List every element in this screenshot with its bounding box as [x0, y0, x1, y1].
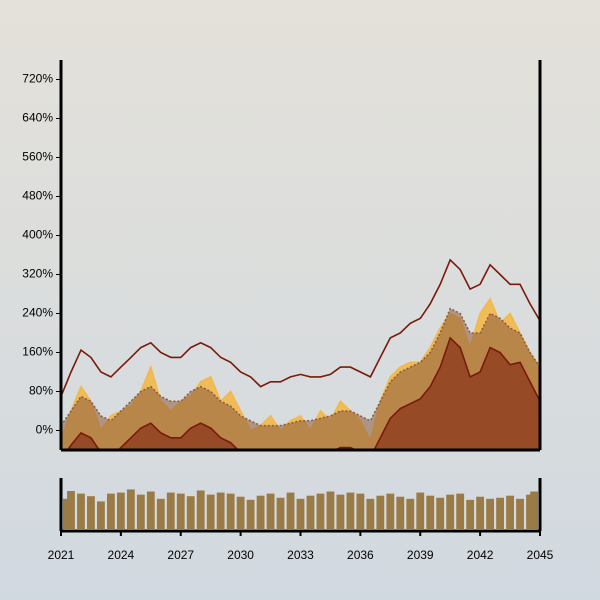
- volume-bar: [356, 493, 365, 530]
- volume-bar: [226, 493, 235, 530]
- volume-bar: [486, 498, 495, 530]
- volume-bar: [466, 499, 475, 530]
- volume-bar: [186, 496, 195, 530]
- x-tick-label: 2042: [467, 548, 494, 562]
- x-tick-label: 2036: [347, 548, 374, 562]
- x-tick-label: 2027: [167, 548, 194, 562]
- y-tick-label: 160%: [22, 345, 53, 359]
- x-tick-label: 2030: [227, 548, 254, 562]
- series-area: [61, 337, 540, 450]
- volume-bar: [136, 494, 145, 530]
- x-tick-label: 2024: [108, 548, 135, 562]
- volume-bar: [146, 491, 155, 530]
- y-tick-label: 0%: [36, 423, 54, 437]
- volume-bar: [296, 498, 305, 530]
- volume-bar: [346, 492, 355, 530]
- volume-bar: [426, 495, 435, 530]
- y-tick-label: 400%: [22, 228, 53, 242]
- volume-bar: [326, 491, 335, 530]
- volume-bar: [366, 498, 375, 530]
- volume-bar: [196, 490, 205, 530]
- volume-bar: [246, 499, 255, 530]
- axes: [59, 60, 542, 533]
- volume-bar: [216, 492, 225, 530]
- volume-bar: [97, 501, 105, 530]
- y-tick-label: 640%: [22, 111, 53, 125]
- y-tick-label: 80%: [29, 384, 53, 398]
- volume-bar: [63, 498, 71, 530]
- volume-bar: [336, 494, 345, 530]
- volume-bar: [416, 492, 425, 530]
- volume-bar: [376, 495, 385, 530]
- volume-bar: [436, 497, 445, 530]
- volume-bar: [386, 493, 395, 530]
- volume-bar: [530, 491, 538, 530]
- volume-bar: [516, 498, 524, 530]
- x-tick-label: 2033: [287, 548, 314, 562]
- volume-bar: [446, 494, 455, 530]
- volume-bar: [476, 496, 485, 530]
- volume-bar: [266, 493, 275, 530]
- volume-bar: [87, 496, 95, 530]
- volume-bar: [126, 489, 135, 530]
- volume-bar: [77, 493, 85, 530]
- volume-bar: [106, 493, 115, 530]
- y-tick-label: 720%: [22, 72, 53, 86]
- series-line: [66, 336, 540, 450]
- series-line: [61, 258, 540, 397]
- y-tick-label: 320%: [22, 267, 53, 281]
- volume-bar: [276, 497, 285, 530]
- volume-bar: [176, 493, 185, 530]
- volume-bar: [406, 498, 415, 530]
- volume-bar: [166, 492, 175, 530]
- plot-area: [61, 258, 540, 450]
- x-tick-label: 2039: [407, 548, 434, 562]
- volume-bar: [316, 493, 325, 530]
- volume-bar: [236, 496, 245, 530]
- volume-bar: [206, 494, 215, 530]
- volume-bar: [396, 496, 405, 530]
- volume-bar: [286, 492, 295, 530]
- x-tick-label: 2021: [48, 548, 75, 562]
- volume-bar: [456, 493, 465, 530]
- volume-bar: [67, 491, 75, 530]
- volume-bar: [156, 498, 165, 530]
- volume-bar: [506, 495, 514, 530]
- y-tick-label: 480%: [22, 189, 53, 203]
- volume-bar: [526, 494, 534, 530]
- series-line: [61, 307, 540, 427]
- y-tick-label: 240%: [22, 306, 53, 320]
- volume-bar: [306, 495, 315, 530]
- volume-bar: [116, 492, 125, 530]
- x-tick-label: 2045: [527, 548, 554, 562]
- volume-bar: [256, 495, 265, 530]
- volume-bar: [496, 497, 504, 530]
- y-tick-label: 560%: [22, 150, 53, 164]
